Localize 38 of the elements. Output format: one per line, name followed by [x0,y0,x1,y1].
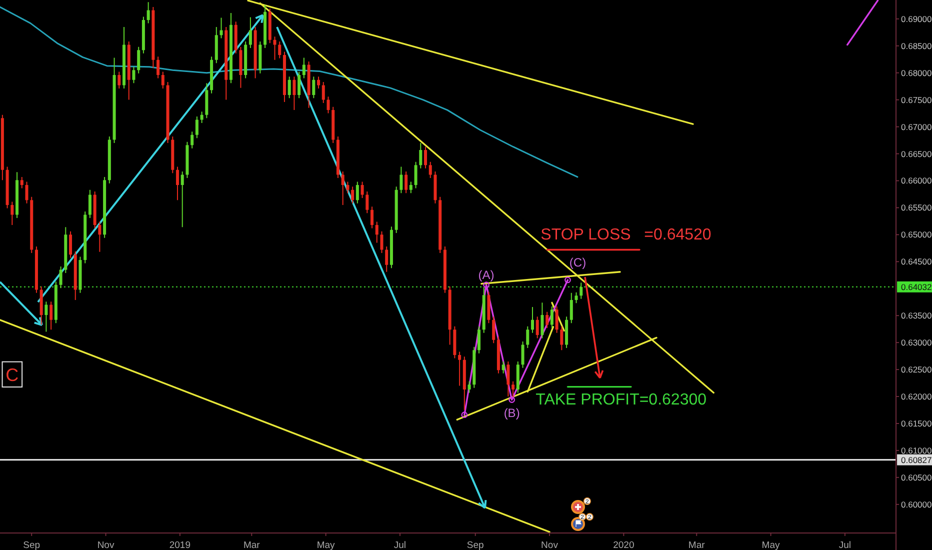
y-tick-label: 0.61000 [901,445,932,456]
y-tick-label: 0.62500 [901,364,932,375]
x-tick-label: Jul [838,540,852,550]
annotation: (A) [478,268,494,282]
x-tick-label: Jul [394,540,406,550]
annotation: (C) [569,255,586,270]
y-tick-label: 0.68000 [901,68,932,78]
x-tick-label: Sep [466,540,484,550]
annotation: STOP LOSS =0.64520 [540,226,712,244]
x-tick-label: May [762,540,780,550]
y-tick-label: 0.68500 [901,40,932,51]
y-tick-label: 0.61500 [901,418,932,428]
x-tick-label: Mar [688,540,705,550]
annotation: (B) [504,406,520,420]
x-tick-label: Nov [97,540,114,550]
annotation: C [6,364,19,385]
x-tick-label: 2020 [613,540,634,550]
y-tick-label: 0.64500 [901,256,932,267]
ref-line-label: 0.64032 [901,282,932,292]
y-tick-label: 0.63000 [901,338,932,348]
annotation: TAKE PROFIT=0.62300 [536,392,707,409]
y-tick-label: 0.65000 [901,230,932,240]
y-tick-label: 0.69000 [901,14,932,24]
x-tick-label: Mar [243,540,260,550]
y-tick-label: 0.63500 [901,310,932,321]
y-tick-label: 0.67500 [901,94,932,105]
ref-line-label: 0.60827 [901,454,932,465]
x-tick-label: Nov [541,540,558,550]
y-tick-label: 0.60000 [901,499,932,510]
y-tick-label: 0.66500 [901,148,932,159]
y-tick-label: 0.65500 [901,202,932,213]
x-tick-label: May [316,540,336,550]
x-tick-label: Sep [23,540,40,550]
y-tick-label: 0.66000 [901,176,932,186]
y-tick-label: 0.60500 [901,472,932,482]
y-tick-label: 0.67000 [901,122,932,132]
y-tick-label: 0.62000 [901,392,932,402]
x-tick-label: 2019 [169,540,190,550]
